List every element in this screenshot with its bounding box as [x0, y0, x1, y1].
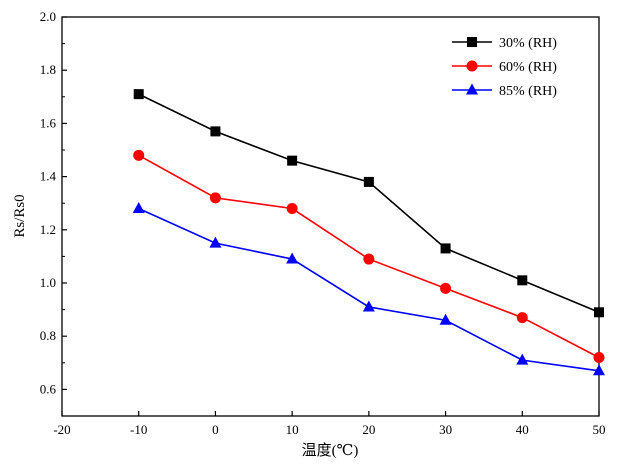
legend-marker [467, 37, 477, 47]
data-point [363, 253, 375, 265]
x-tick-label: 20 [362, 422, 375, 437]
series-0 [133, 89, 604, 318]
y-tick-label: 1.4 [40, 169, 57, 184]
series-line [138, 93, 600, 313]
data-point [440, 282, 452, 294]
x-tick-label: 30 [439, 422, 452, 437]
data-point [286, 203, 298, 215]
data-point [287, 155, 298, 166]
series-2 [132, 202, 605, 376]
data-point [593, 351, 605, 363]
series-line [138, 207, 600, 372]
y-tick-label: 1.0 [40, 275, 56, 290]
data-point [133, 89, 144, 100]
x-tick-label: 0 [212, 422, 219, 437]
plot-frame [61, 16, 600, 417]
legend-marker [466, 83, 478, 95]
y-axis-title: Rs/Rs0 [12, 194, 28, 237]
x-tick-label: 40 [516, 422, 529, 437]
y-tick-label: 2.0 [40, 9, 56, 24]
y-axis: 0.6 0.8 1.0 1.2 1.4 1.6 1.8 2.0 [40, 9, 67, 396]
legend-marker [466, 60, 478, 72]
data-point [363, 176, 374, 187]
legend: 30% (RH) 60% (RH) 85% (RH) [452, 36, 557, 99]
y-tick-label: 0.6 [40, 381, 57, 396]
x-tick-label: 10 [286, 422, 299, 437]
x-axis: -20 -10 0 10 20 30 40 50 [53, 411, 606, 437]
x-axis-title: 温度(℃) [302, 442, 359, 459]
data-point [362, 300, 375, 312]
data-point [593, 364, 605, 376]
data-point [209, 192, 221, 204]
y-tick-label: 1.8 [40, 62, 56, 77]
data-point [286, 252, 299, 264]
legend-label: 30% (RH) [499, 36, 557, 51]
data-point [440, 243, 451, 254]
series-layer [132, 89, 605, 376]
y-tick-label: 1.6 [40, 115, 57, 130]
legend-label: 85% (RH) [499, 84, 557, 99]
data-point [517, 275, 528, 286]
y-tick-label: 1.2 [40, 222, 56, 237]
x-tick-label: -20 [53, 422, 70, 437]
data-point [133, 149, 145, 161]
data-point [210, 126, 221, 137]
x-tick-label: -10 [130, 422, 147, 437]
series-1 [133, 149, 605, 363]
legend-label: 60% (RH) [499, 60, 557, 75]
data-point [594, 307, 604, 318]
x-tick-label: 50 [593, 422, 606, 437]
data-point [439, 313, 452, 325]
data-point [516, 312, 528, 324]
data-point [516, 353, 529, 365]
data-point [209, 236, 222, 248]
y-tick-label: 0.8 [40, 328, 56, 343]
data-point [132, 202, 145, 214]
